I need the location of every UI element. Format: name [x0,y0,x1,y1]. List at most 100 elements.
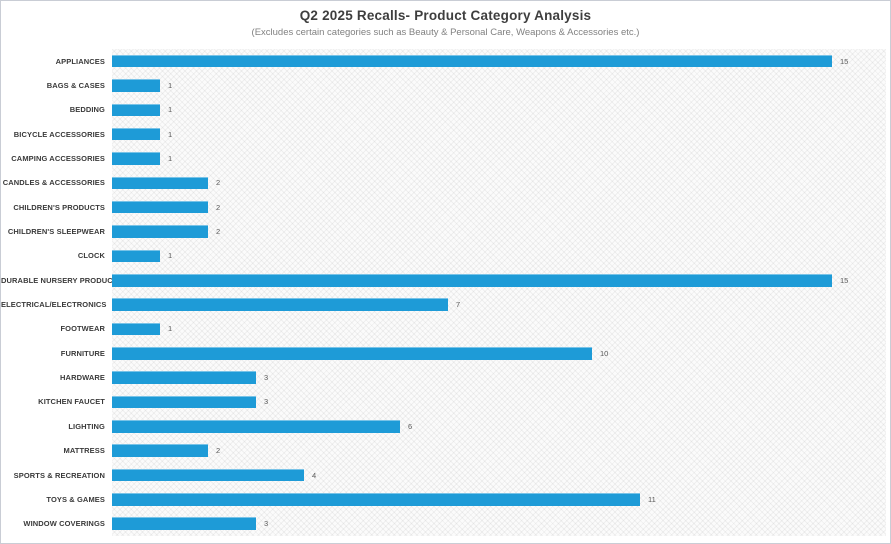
bar-row: BAGS & CASES 1 [1,73,886,97]
value-label: 1 [168,105,173,115]
value-label: 11 [648,494,656,504]
bar-track: 2 [112,219,886,243]
bar-track: 1 [112,244,886,268]
bar [112,444,208,457]
bar-track: 11 [112,487,886,511]
bar-track: 1 [112,317,886,341]
value-label: 10 [600,348,609,358]
bar-row: BICYCLE ACCESSORIES 1 [1,122,886,146]
value-label: 2 [216,446,221,456]
value-label: 4 [312,470,317,480]
value-label: 1 [168,251,173,261]
category-label: CHILDREN'S PRODUCTS [13,202,105,212]
bar-track: 2 [112,439,886,463]
value-label: 1 [168,81,173,91]
bar [112,347,592,360]
bar-track: 3 [112,390,886,414]
bar-track: 3 [112,512,886,536]
category-label: SPORTS & RECREATION [13,470,105,480]
bar-track: 15 [112,268,886,292]
bar [112,127,160,141]
bar [112,79,160,92]
chart-subtitle: (Excludes certain categories such as Bea… [251,27,640,38]
value-label: 6 [408,421,413,431]
bar-row: LIGHTING 6 [1,414,886,438]
chart-header: Q2 2025 Recalls- Product Category Analys… [1,8,890,38]
value-label: 7 [456,300,461,310]
bar-track: 1 [112,146,886,170]
bar-row: MATTRESS 2 [1,439,886,463]
category-label: MATTRESS [63,446,105,456]
category-label: CANDLES & ACCESSORIES [2,178,105,188]
category-label: CHILDREN'S SLEEPWEAR [7,227,105,237]
category-label: ELECTRICAL/ELECTRONICS [1,300,107,310]
value-label: 3 [264,519,269,529]
value-label: 3 [264,373,269,383]
bar-rows: APPLIANCES 15 BAGS & CASES 1 BEDDING 1 BICYCLE… [1,49,886,536]
category-label: LIGHTING [68,421,105,431]
bar [112,322,160,336]
bar [112,54,832,68]
bar [112,517,256,530]
bar [112,395,256,409]
category-label: WINDOW COVERINGS [23,519,105,529]
bar-track: 10 [112,341,886,365]
bar-row: FURNITURE 10 [1,341,886,365]
bar [112,249,160,263]
bar-row: HARDWARE 3 [1,365,886,389]
bar [112,200,208,214]
value-label: 15 [840,275,849,285]
bar [112,468,304,482]
bar [112,152,160,165]
value-label: 15 [840,56,849,66]
bar-track: 15 [112,49,886,73]
bar [112,176,208,190]
bar-track: 4 [112,463,886,487]
category-label: FURNITURE [60,348,105,358]
bar-row: CHILDREN'S SLEEPWEAR 2 [1,219,886,243]
bar-row: SPORTS & RECREATION 4 [1,463,886,487]
bar-row: CAMPING ACCESSORIES 1 [1,146,886,170]
bar-row: CLOCK 1 [1,244,886,268]
value-label: 2 [216,202,221,212]
category-label: FOOTWEAR [60,324,105,334]
bar-row: APPLIANCES 15 [1,49,886,73]
category-label: BAGS & CASES [46,81,105,91]
bar-row: ELECTRICAL/ELECTRONICS 7 [1,292,886,316]
bar-row: BEDDING 1 [1,98,886,122]
category-label: BICYCLE ACCESSORIES [13,129,105,139]
bar-row: CHILDREN'S PRODUCTS 2 [1,195,886,219]
bar [112,371,256,384]
bar-track: 7 [112,292,886,316]
bar [112,225,208,238]
bar-row: FOOTWEAR 1 [1,317,886,341]
bar-track: 1 [112,98,886,122]
value-label: 1 [168,324,173,334]
bar-track: 6 [112,414,886,438]
category-label: APPLIANCES [55,56,105,66]
bar-row: KITCHEN FAUCET 3 [1,390,886,414]
value-label: 2 [216,227,221,237]
bar [112,420,400,433]
chart-title: Q2 2025 Recalls- Product Category Analys… [299,8,592,23]
bar-row: WINDOW COVERINGS 3 [1,512,886,536]
bar-track: 3 [112,365,886,389]
bar [112,103,160,117]
bar-track: 1 [112,122,886,146]
category-label: CLOCK [77,251,105,261]
bar [112,298,448,311]
value-label: 1 [168,154,173,164]
category-label: BEDDING [69,105,105,115]
bar-track: 1 [112,73,886,97]
category-label: DURABLE NURSERY PRODUCT [1,275,118,285]
category-label: CAMPING ACCESSORIES [11,154,105,164]
category-label: TOYS & GAMES [46,494,105,504]
bar-row: CANDLES & ACCESSORIES 2 [1,171,886,195]
value-label: 1 [168,129,173,139]
category-label: HARDWARE [60,373,105,383]
bar [112,493,640,506]
value-label: 3 [264,397,269,407]
bar-row: TOYS & GAMES 11 [1,487,886,511]
plot-background [112,49,886,536]
value-label: 2 [216,178,221,188]
